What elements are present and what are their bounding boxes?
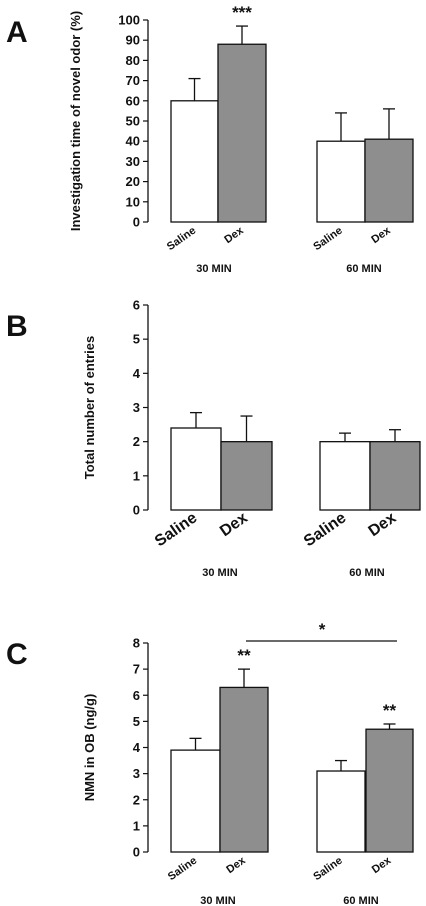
category-label: Saline: [301, 509, 349, 550]
significance-mark: **: [383, 701, 397, 720]
saline-bar: [170, 427, 222, 511]
y-tick-label: 60: [126, 93, 140, 108]
y-tick-label: 10: [126, 194, 140, 209]
dex-bar: [365, 728, 414, 853]
y-tick-label: 3: [133, 766, 140, 781]
y-tick-label: 5: [133, 332, 140, 347]
group-label: 60 MIN: [349, 567, 385, 579]
panel-letter: A: [6, 16, 28, 49]
y-tick-label: 50: [126, 114, 140, 129]
category-label: Saline: [152, 509, 200, 550]
panel-b: B 0 1 2 3 4 5 6 Total number of entries Saline Dex…: [6, 298, 421, 579]
panel-c: C 0 1 2 3 4 5 6 7 8 NMN in OB (ng/g) Saline Dex Salin…: [6, 620, 414, 906]
y-tick-label: 80: [126, 53, 140, 68]
category-label: Dex: [222, 224, 246, 246]
group-label: 60 MIN: [346, 263, 382, 275]
panel-letter: C: [6, 638, 28, 671]
saline-bar: [319, 441, 371, 511]
y-tick-label: 90: [126, 33, 140, 48]
dex-bar: [219, 686, 269, 853]
category-label: Dex: [217, 509, 251, 540]
category-label: Dex: [224, 854, 248, 876]
y-tick-label: 4: [133, 366, 141, 381]
category-label: Saline: [311, 855, 344, 883]
saline-bar: [170, 100, 219, 223]
y-tick-label: 70: [126, 73, 140, 88]
significance-mark: **: [237, 646, 251, 665]
dex-bar: [369, 441, 421, 511]
y-tick-label: 7: [133, 662, 140, 677]
bracket-significance-mark: *: [319, 620, 326, 639]
y-axis-label: NMN in OB (ng/g): [82, 694, 97, 802]
group-label: 30 MIN: [196, 263, 232, 275]
y-tick-label: 2: [133, 792, 140, 807]
y-tick-label: 3: [133, 400, 140, 415]
y-tick-label: 100: [118, 13, 140, 28]
category-label: Saline: [311, 225, 344, 253]
y-tick-label: 0: [133, 503, 140, 518]
group-label: 30 MIN: [200, 895, 236, 906]
category-label: Dex: [370, 854, 394, 876]
category-label: Saline: [165, 225, 198, 253]
group-label: 60 MIN: [343, 895, 379, 906]
y-tick-label: 40: [126, 134, 140, 149]
y-tick-label: 20: [126, 174, 140, 189]
significance-mark: ***: [232, 3, 252, 22]
panel-letter: B: [6, 310, 28, 343]
y-tick-label: 2: [133, 434, 140, 449]
dex-bar: [220, 441, 273, 511]
dex-bar: [364, 138, 414, 223]
y-tick-label: 0: [133, 215, 140, 230]
saline-bar: [316, 140, 366, 223]
y-tick-label: 0: [133, 845, 140, 860]
dex-bar: [217, 43, 267, 223]
category-label: Saline: [166, 855, 199, 883]
category-label: Dex: [365, 509, 399, 540]
category-label: Dex: [369, 224, 393, 246]
y-tick-label: 1: [133, 468, 140, 483]
y-tick-label: 30: [126, 154, 140, 169]
panel-a: A 0 10 20 30 40 50 60 70 80 90 100 Investigation tim…: [6, 3, 414, 275]
saline-bar: [170, 749, 221, 853]
y-axis-label: Investigation time of novel odor (%): [68, 11, 83, 231]
group-label: 30 MIN: [202, 567, 238, 579]
y-tick-label: 5: [133, 714, 140, 729]
y-axis-label: Total number of entries: [82, 336, 97, 480]
y-tick-label: 6: [133, 298, 140, 313]
y-tick-label: 6: [133, 688, 140, 703]
saline-bar: [316, 770, 366, 853]
y-tick-label: 4: [133, 740, 141, 755]
y-tick-label: 1: [133, 818, 140, 833]
y-tick-label: 8: [133, 636, 140, 651]
